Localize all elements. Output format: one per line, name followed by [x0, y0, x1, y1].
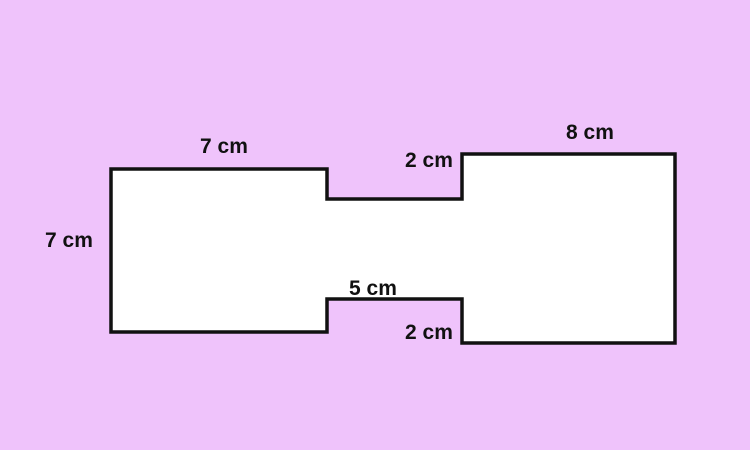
label-right-top-width: 8 cm: [566, 121, 614, 144]
label-lower-step: 2 cm: [405, 321, 453, 344]
composite-shape-outline: [109, 152, 677, 345]
label-neck-length: 5 cm: [349, 277, 397, 300]
label-left-top-width: 7 cm: [200, 135, 248, 158]
label-left-height: 7 cm: [45, 229, 93, 252]
label-upper-step: 2 cm: [405, 149, 453, 172]
